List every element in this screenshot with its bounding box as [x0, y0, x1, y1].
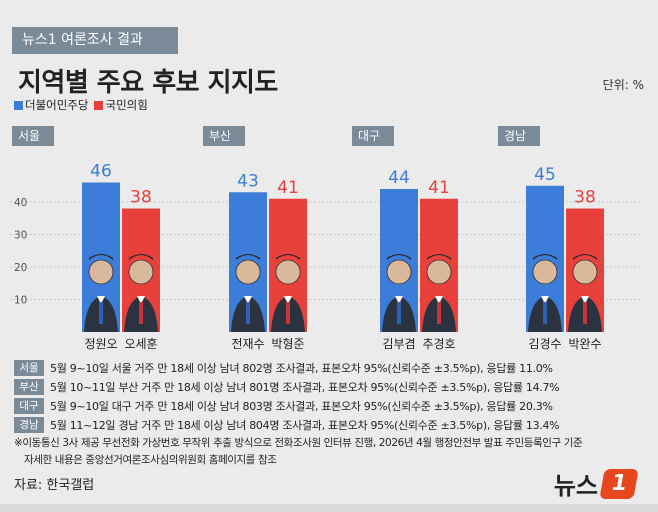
candidate-tie — [397, 302, 401, 324]
y-tick-label: 40 — [14, 197, 27, 209]
data-label: 46 — [90, 162, 112, 182]
candidate-tie — [139, 302, 143, 324]
candidate-hair — [276, 254, 300, 260]
data-label: 43 — [237, 171, 259, 191]
note-tag: 부산 — [14, 378, 44, 395]
note-tag: 경남 — [14, 416, 44, 433]
legend-item-democratic: 더불어민주당 — [14, 97, 88, 113]
candidate-shirt — [97, 296, 105, 304]
candidate-tie — [543, 302, 547, 324]
candidate-shirt — [435, 296, 443, 304]
page-title: 지역별 주요 후보 지지도 — [18, 68, 278, 98]
candidate-shirt — [581, 296, 589, 304]
region-label-busan: 부산 — [203, 126, 245, 146]
candidate-name: 오세훈 — [124, 337, 157, 350]
candidate-face — [426, 259, 452, 285]
note-row: 부산 5월 10~11일 부산 거주 만 18세 이상 남녀 801명 조사결과… — [14, 377, 648, 396]
candidate-shirt — [244, 296, 252, 304]
legend-item-ppp: 국민의힘 — [94, 97, 148, 113]
region-label-daegu: 대구 — [352, 126, 394, 146]
logo-text: 뉴스 — [553, 472, 598, 500]
data-label: 41 — [428, 178, 450, 198]
candidate-tie — [286, 302, 290, 324]
candidate-name: 박완수 — [568, 337, 601, 350]
legend-label: 더불어민주당 — [25, 98, 89, 112]
candidate-face — [235, 259, 261, 285]
candidate-name: 김경수 — [528, 337, 561, 350]
data-label: 38 — [574, 188, 596, 208]
data-label: 44 — [388, 168, 410, 188]
candidate-face — [386, 259, 412, 285]
legend-label: 국민의힘 — [105, 98, 148, 112]
region-label-gyeongnam: 경남 — [498, 126, 540, 146]
candidate-face — [532, 259, 558, 285]
note-row: 경남 5월 11~12일 경남 거주 만 18세 이상 남녀 804명 조사결과… — [14, 415, 648, 434]
candidate-hair — [129, 254, 153, 260]
candidate-hair — [89, 254, 113, 260]
data-label: 45 — [534, 165, 556, 185]
candidate-face — [128, 259, 154, 285]
candidate-tie — [437, 302, 441, 324]
candidate-face — [88, 259, 114, 285]
candidate-shirt — [284, 296, 292, 304]
data-label: 41 — [277, 178, 299, 198]
legend-swatch-red — [94, 100, 104, 110]
footnote: ※이동통신 3사 제공 무선전화 가상번호 무작위 추출 방식으로 전화조사원 … — [14, 437, 583, 449]
legend: 더불어민주당 국민의힘 — [14, 97, 148, 113]
candidate-name: 추경호 — [422, 337, 455, 350]
candidate-name: 정원오 — [84, 337, 117, 350]
source-label: 자료: 한국갤럽 — [14, 478, 95, 493]
candidate-hair — [427, 254, 451, 260]
candidate-tie — [99, 302, 103, 324]
candidate-name: 전재수 — [231, 337, 264, 350]
unit-label: 단위: % — [602, 78, 644, 92]
candidate-name: 김부겸 — [382, 337, 415, 350]
note-text: 5월 11~12일 경남 거주 만 18세 이상 남녀 804명 조사결과, 표… — [50, 418, 560, 432]
candidate-tie — [583, 302, 587, 324]
note-row: 대구 5월 9~10일 대구 거주 만 18세 이상 남녀 803명 조사결과,… — [14, 396, 648, 415]
news1-logo: 뉴스 1 — [553, 466, 639, 501]
candidate-tie — [246, 302, 250, 324]
bottom-divider — [0, 504, 658, 512]
data-label: 38 — [130, 188, 152, 208]
candidate-hair — [387, 254, 411, 260]
y-tick-label: 30 — [14, 230, 27, 242]
candidate-face — [275, 259, 301, 285]
candidate-face — [572, 259, 598, 285]
note-text: 5월 9~10일 대구 거주 만 18세 이상 남녀 803명 조사결과, 표본… — [50, 399, 553, 413]
candidate-shirt — [541, 296, 549, 304]
y-tick-label: 10 — [14, 295, 27, 307]
candidate-name: 박형준 — [271, 337, 304, 350]
candidate-hair — [573, 254, 597, 260]
candidate-hair — [236, 254, 260, 260]
footnote: 자세한 내용은 중앙선거여론조사심의위원회 홈페이지를 참조 — [24, 454, 277, 466]
y-tick-label: 20 — [14, 262, 27, 274]
candidate-shirt — [137, 296, 145, 304]
survey-notes: 서울 5월 9~10일 서울 거주 만 18세 이상 남녀 802명 조사결과,… — [14, 358, 648, 468]
region-label-seoul: 서울 — [12, 126, 54, 146]
legend-swatch-blue — [14, 100, 23, 110]
note-tag: 대구 — [14, 397, 44, 414]
note-text: 5월 9~10일 서울 거주 만 18세 이상 남녀 802명 조사결과, 표본… — [50, 361, 553, 375]
note-row: 서울 5월 9~10일 서울 거주 만 18세 이상 남녀 802명 조사결과,… — [14, 358, 648, 377]
candidate-shirt — [395, 296, 403, 304]
logo-mark: 1 — [599, 468, 639, 499]
note-text: 5월 10~11일 부산 거주 만 18세 이상 남녀 801명 조사결과, 표… — [50, 380, 560, 394]
header-tag: 뉴스1 여론조사 결과 — [12, 27, 178, 54]
bar-chart: 10 20 30 40 46 정원오 38 오세훈 43 전재수 41 박형준 44 김부겸 41 추경호 45… — [10, 162, 640, 350]
note-tag: 서울 — [14, 359, 44, 376]
candidate-hair — [533, 254, 557, 260]
